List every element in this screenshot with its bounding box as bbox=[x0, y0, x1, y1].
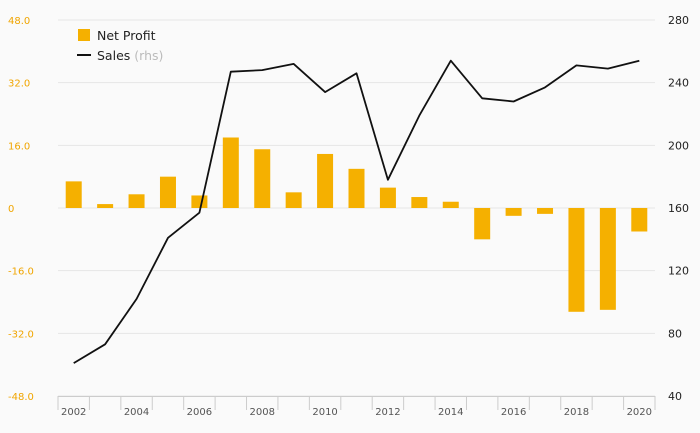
x-tick-label: 2020 bbox=[627, 407, 652, 418]
bar-net-profit bbox=[128, 194, 145, 208]
y-right-tick-label: 40 bbox=[668, 390, 682, 403]
bar-net-profit bbox=[505, 208, 522, 216]
x-tick-label: 2018 bbox=[564, 407, 589, 418]
x-tick-label: 2008 bbox=[250, 407, 275, 418]
line-sales bbox=[73, 59, 640, 364]
bar-net-profit bbox=[474, 208, 491, 240]
y-left-tick-label: 32.0 bbox=[8, 79, 30, 90]
y-right-tick-label: 80 bbox=[668, 327, 682, 340]
x-tick-label: 2016 bbox=[501, 407, 526, 418]
x-tick-label: 2010 bbox=[312, 407, 337, 418]
bar-net-profit bbox=[159, 176, 176, 208]
y-right-tick-label: 160 bbox=[668, 202, 689, 215]
bar-net-profit bbox=[411, 197, 428, 208]
bar-net-profit bbox=[97, 204, 114, 208]
y-left-tick-label: -16.0 bbox=[8, 267, 34, 278]
y-right-tick-label: 120 bbox=[668, 265, 689, 278]
bar-net-profit bbox=[285, 192, 302, 208]
x-tick-label: 2012 bbox=[375, 407, 400, 418]
bar-net-profit bbox=[537, 208, 554, 214]
bar-net-profit bbox=[222, 137, 239, 208]
bar-net-profit bbox=[599, 208, 616, 310]
legend-swatch-net-profit bbox=[78, 29, 90, 41]
y-left-tick-label: -48.0 bbox=[8, 392, 34, 403]
x-tick-label: 2004 bbox=[124, 407, 149, 418]
y-left-tick-label: 48.0 bbox=[8, 16, 30, 27]
bar-net-profit bbox=[191, 195, 208, 208]
bar-net-profit bbox=[65, 181, 82, 208]
bar-net-profit bbox=[631, 208, 648, 232]
bar-net-profit bbox=[568, 208, 585, 312]
legend-label-net-profit: Net Profit bbox=[97, 28, 156, 43]
bar-net-profit bbox=[317, 153, 334, 208]
y-left-tick-label: -32.0 bbox=[8, 329, 34, 340]
bar-net-profit bbox=[379, 187, 396, 208]
bar-net-profit bbox=[254, 149, 271, 208]
x-tick-label: 2006 bbox=[187, 407, 212, 418]
y-right-tick-label: 200 bbox=[668, 139, 689, 152]
legend-label-sales-name: Sales bbox=[97, 48, 130, 63]
x-tick-label: 2014 bbox=[438, 407, 463, 418]
y-left-tick-label: 0 bbox=[8, 204, 14, 215]
bar-net-profit bbox=[442, 201, 459, 208]
bar-net-profit bbox=[348, 168, 365, 208]
y-right-tick-label: 280 bbox=[668, 14, 689, 27]
y-left-tick-label: 16.0 bbox=[8, 141, 30, 152]
y-right-tick-label: 240 bbox=[668, 77, 689, 90]
legend-label-sales-suffix: (rhs) bbox=[134, 48, 163, 63]
x-tick-label: 2002 bbox=[61, 407, 86, 418]
legend-label-sales: Sales (rhs) bbox=[97, 48, 163, 63]
